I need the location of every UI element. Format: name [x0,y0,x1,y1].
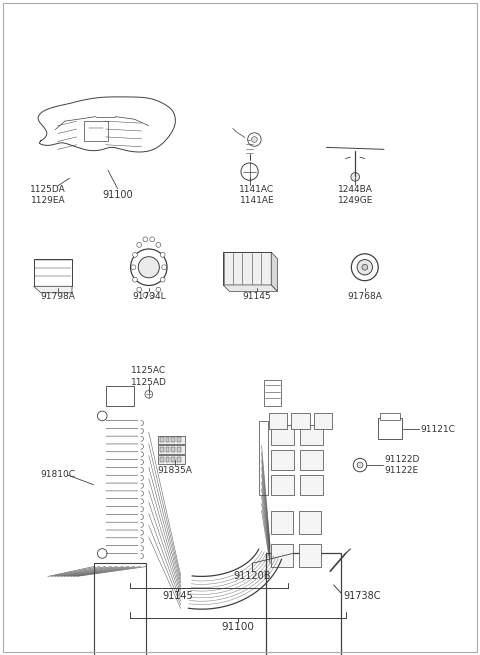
Circle shape [160,252,165,257]
Circle shape [252,137,257,142]
Circle shape [362,265,368,270]
Circle shape [150,293,155,297]
Bar [269,413,287,429]
Text: 91100: 91100 [221,622,254,633]
Circle shape [138,257,159,278]
Circle shape [150,237,155,242]
Circle shape [357,259,372,275]
Bar [171,437,175,442]
Bar [94,563,146,655]
Text: 91121C: 91121C [420,424,455,434]
Text: 91145: 91145 [242,292,271,301]
Bar [160,457,164,462]
Circle shape [241,163,258,180]
Bar [299,511,321,534]
Bar [171,447,175,452]
Bar [271,544,293,567]
Polygon shape [223,285,277,291]
Bar [158,436,185,444]
Bar [299,544,321,567]
Circle shape [351,172,360,181]
Bar [266,553,341,655]
Bar [271,475,294,495]
Text: 1125AC
1125AD: 1125AC 1125AD [131,366,167,387]
Bar [271,511,293,534]
Bar [177,457,181,462]
Circle shape [351,253,378,281]
Text: 91100: 91100 [102,190,133,200]
Text: 91768A: 91768A [348,292,382,301]
Circle shape [145,390,153,398]
Circle shape [143,293,148,297]
Circle shape [131,249,167,286]
Text: 1125DA
1129EA: 1125DA 1129EA [30,185,66,206]
Circle shape [97,411,107,421]
Circle shape [131,265,136,270]
Circle shape [156,287,161,292]
Circle shape [137,242,142,248]
Bar [171,457,175,462]
Polygon shape [38,97,175,152]
Text: 1141AC
1141AE: 1141AC 1141AE [239,185,275,206]
Circle shape [132,277,137,282]
Circle shape [97,549,107,558]
Bar [177,447,181,452]
Bar [166,437,169,442]
Text: 91810C: 91810C [41,470,76,479]
Bar [158,455,185,464]
Circle shape [132,252,137,257]
Bar [300,475,323,495]
Bar [177,437,181,442]
Circle shape [322,571,331,580]
Bar [300,450,323,470]
Bar [378,418,402,439]
Circle shape [248,133,261,146]
Bar [160,437,164,442]
Bar [84,121,108,141]
Bar [314,413,332,429]
Bar [166,447,169,452]
Bar [166,457,169,462]
Circle shape [357,462,363,468]
Bar [380,413,400,420]
Text: 91835A: 91835A [158,466,192,475]
Bar [160,447,164,452]
Bar [271,450,294,470]
Bar [259,421,268,495]
Polygon shape [271,252,277,291]
Circle shape [156,242,161,248]
Bar [34,259,72,286]
Text: 91122D
91122E: 91122D 91122E [384,455,420,476]
Bar [300,425,323,445]
Text: 1244BA
1249GE: 1244BA 1249GE [337,185,373,206]
Bar [106,386,134,406]
Text: 91738C: 91738C [343,591,381,601]
Circle shape [160,277,165,282]
Polygon shape [34,286,72,293]
Text: 91798A: 91798A [40,292,75,301]
Bar [271,425,294,445]
Text: 91145: 91145 [162,591,193,601]
Text: 91120B: 91120B [233,571,271,582]
Bar [264,380,281,406]
Circle shape [353,458,367,472]
Bar [223,252,271,285]
Circle shape [162,265,167,270]
Bar [158,445,185,454]
Circle shape [143,237,148,242]
Bar [291,413,310,429]
Circle shape [137,287,142,292]
Text: 91734L: 91734L [132,292,166,301]
